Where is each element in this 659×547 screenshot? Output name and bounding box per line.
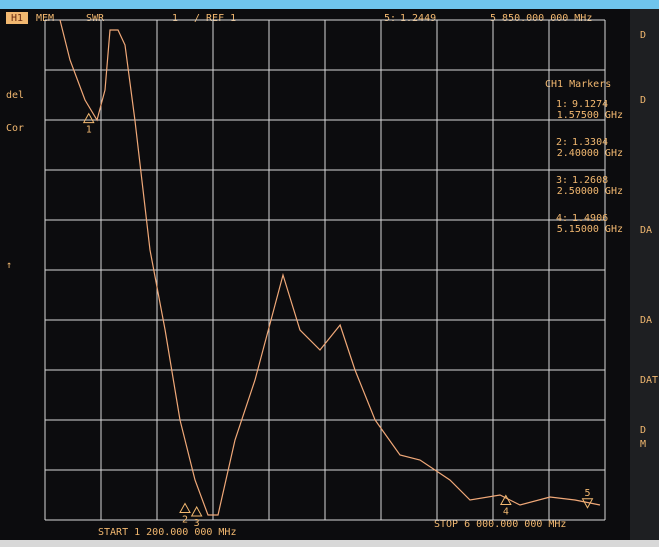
marker-list-freq: 2.50000 GHz	[557, 186, 623, 197]
active-marker-label: 5:	[384, 13, 396, 24]
channel-box	[6, 12, 28, 24]
marker-list-freq: 2.40000 GHz	[557, 148, 623, 159]
channel: H1	[11, 13, 23, 24]
right-softkey: M	[640, 439, 646, 450]
trace-number: 1	[172, 13, 178, 24]
right-softkey: DAT	[640, 375, 658, 386]
marker-number: 4	[503, 506, 509, 517]
right-softkey: D	[640, 30, 646, 41]
right-softkey: DA	[640, 315, 652, 326]
marker	[179, 502, 191, 513]
marker-number: 1	[86, 125, 92, 136]
softkey-panel	[630, 9, 659, 547]
active-marker-value: 1.2449	[400, 13, 436, 24]
mem-label: MEM	[36, 13, 54, 24]
marker-number: 2	[182, 514, 188, 525]
reference: / REF 1	[194, 13, 236, 24]
marker	[499, 494, 512, 505]
start-label: START 1 200.000 000 MHz	[98, 527, 236, 538]
marker-list-label: 4:	[556, 213, 568, 224]
right-softkey: D	[640, 425, 646, 436]
marker	[581, 498, 594, 509]
bottom-bezel	[0, 540, 659, 547]
trace	[59, 20, 601, 516]
marker-list-freq: 1.57500 GHz	[557, 110, 623, 121]
marker-number: 5	[584, 488, 590, 499]
marker	[190, 505, 203, 517]
marker-number: 3	[194, 518, 200, 529]
right-softkey: D	[640, 95, 646, 106]
marker-list-value: 1.4906	[572, 213, 608, 224]
marker-list-label: 3:	[556, 175, 568, 186]
marker-list-value: 1.2608	[572, 175, 608, 186]
right-softkey: DA	[640, 225, 652, 236]
marker-list-freq: 5.15000 GHz	[557, 224, 623, 235]
stop-label: STOP 6 000.000 000 MHz	[434, 519, 566, 530]
left-softkey: Cor	[6, 123, 24, 134]
marker-list-value: 1.3304	[572, 137, 608, 148]
active-marker-freq: 5 850.000 000 MHz	[490, 13, 592, 24]
left-softkey: del	[6, 90, 24, 101]
markers-title: CH1 Markers	[545, 79, 611, 90]
marker-list-label: 1:	[556, 99, 568, 110]
left-softkey: ↑	[6, 260, 12, 271]
top-bezel	[0, 0, 659, 9]
format-label: SWR	[86, 13, 105, 24]
marker	[82, 112, 95, 124]
marker-list-label: 2:	[556, 137, 568, 148]
marker-list-value: 9.1274	[572, 99, 608, 110]
